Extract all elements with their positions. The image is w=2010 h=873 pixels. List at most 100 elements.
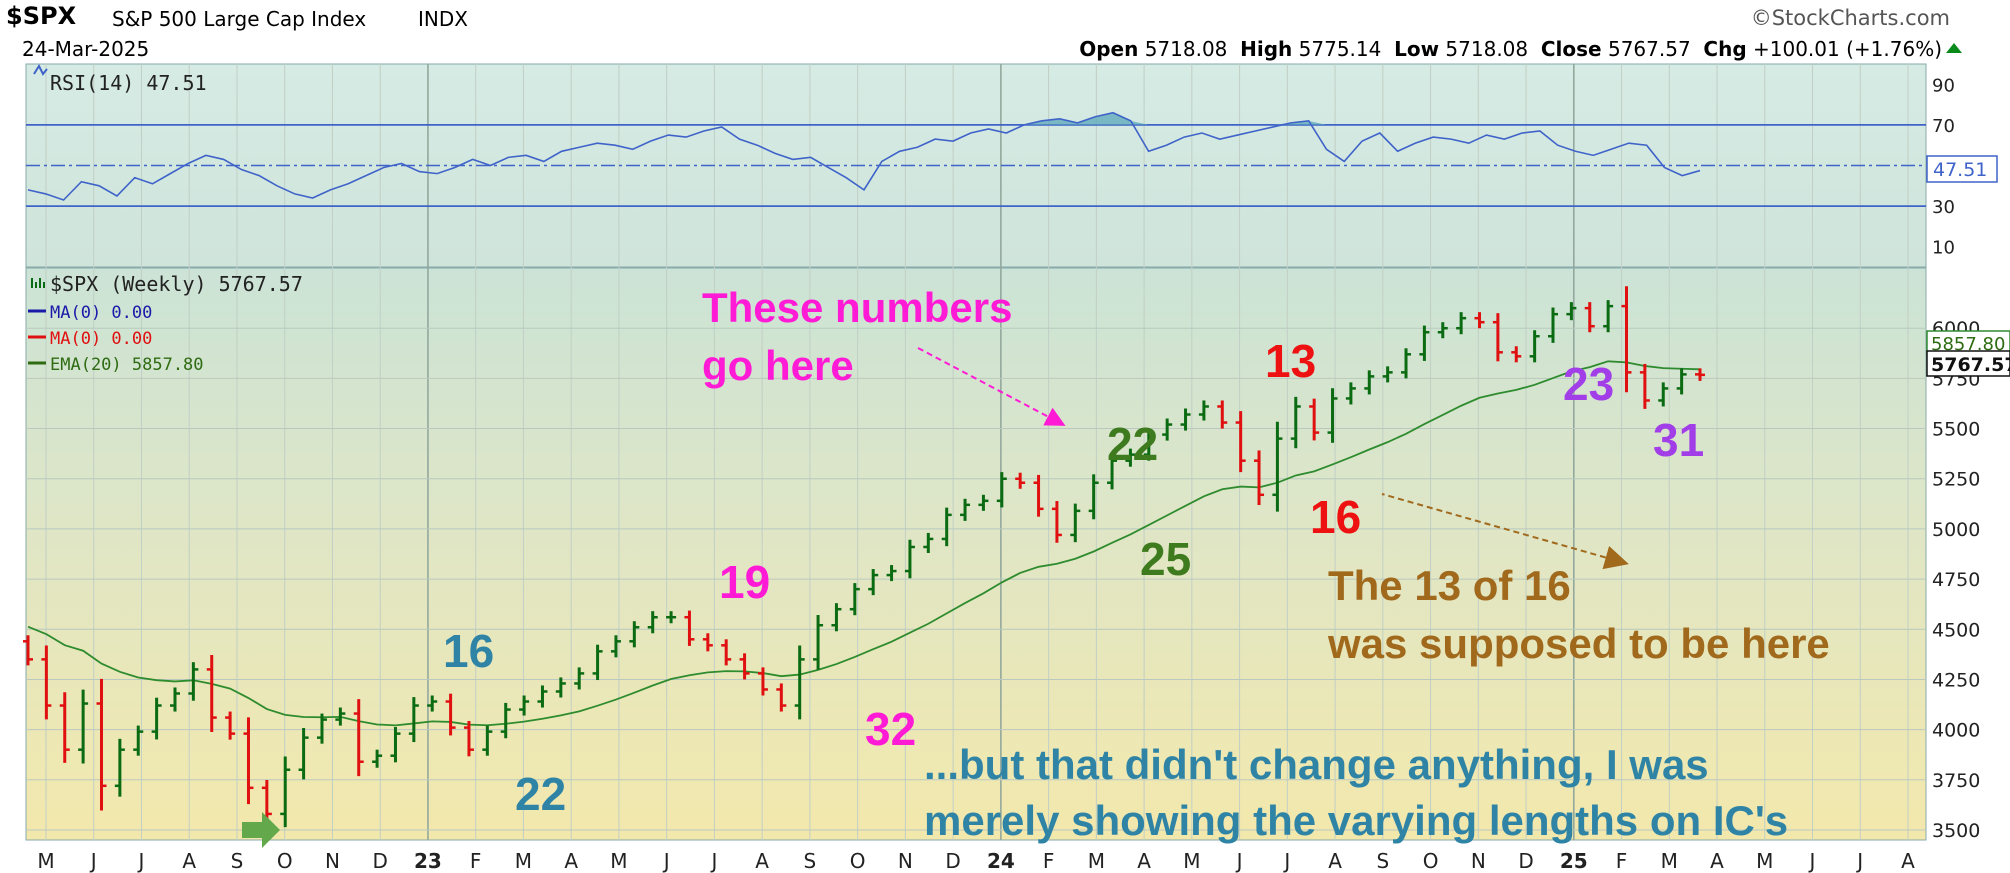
price-bar xyxy=(335,707,346,726)
price-bar xyxy=(868,569,879,596)
price-bar xyxy=(1051,501,1062,543)
note-numbers-line2: go here xyxy=(702,342,854,389)
x-tick: J xyxy=(709,849,717,873)
price-bar xyxy=(463,720,474,757)
price-bar xyxy=(353,699,364,777)
count-16-red-label: 16 xyxy=(1310,491,1361,543)
high-label: High xyxy=(1240,37,1293,61)
price-bar xyxy=(978,494,989,511)
price-bar xyxy=(721,639,732,666)
price-y-tick: 4500 xyxy=(1932,619,1980,641)
price-bar xyxy=(739,653,750,680)
low-label: Low xyxy=(1394,37,1440,61)
price-bar xyxy=(408,697,419,743)
count-32-label: 32 xyxy=(865,703,916,755)
price-bar xyxy=(1548,307,1559,343)
rsi-last-label: 47.51 xyxy=(1933,159,1987,181)
x-tick: A xyxy=(1901,849,1915,873)
price-y-tick: 5250 xyxy=(1932,469,1980,491)
x-tick: N xyxy=(898,849,913,873)
x-tick: S xyxy=(804,849,817,873)
price-bar xyxy=(1217,400,1228,429)
price-y-tick: 5500 xyxy=(1932,419,1980,441)
x-tick: 25 xyxy=(1560,849,1588,873)
x-tick: F xyxy=(1043,849,1055,873)
close-last-box xyxy=(1926,350,2010,377)
x-tick: F xyxy=(470,849,482,873)
up-arrow-icon xyxy=(1946,43,1962,53)
price-bar xyxy=(372,749,383,768)
x-tick: J xyxy=(662,849,670,873)
x-tick: M xyxy=(1088,849,1105,873)
price-bar xyxy=(1162,418,1173,441)
price-bar xyxy=(1345,382,1356,405)
price-bar xyxy=(647,611,658,634)
ohlc-icon xyxy=(31,278,45,288)
price-bar xyxy=(1584,302,1595,333)
exchange-label: INDX xyxy=(418,7,468,31)
rsi-icon xyxy=(33,63,48,76)
brand-watermark: ©StockCharts.com xyxy=(1750,6,1950,30)
price-bar xyxy=(390,727,401,763)
price-bar xyxy=(169,687,180,712)
price-bar xyxy=(960,498,971,521)
low-value: 5718.08 xyxy=(1445,37,1529,61)
x-tick: S xyxy=(231,849,244,873)
price-bar xyxy=(996,472,1007,508)
price-bar xyxy=(1107,454,1118,490)
price-bar xyxy=(96,678,107,811)
x-tick: M xyxy=(1661,849,1678,873)
price-bar xyxy=(188,662,199,701)
price-bar xyxy=(1474,312,1485,329)
price-bar xyxy=(1088,474,1099,520)
price-bar xyxy=(482,725,493,756)
price-bar xyxy=(794,645,805,720)
note-numbers-line1: These numbers xyxy=(702,284,1012,331)
price-bar xyxy=(151,697,162,740)
price-bar xyxy=(757,667,768,696)
price-bar xyxy=(1382,366,1393,383)
x-tick: J xyxy=(1282,849,1290,873)
price-bar xyxy=(500,702,511,739)
price-bar xyxy=(941,507,952,547)
price-bar xyxy=(1309,398,1320,441)
price-bar xyxy=(316,713,327,744)
x-tick: J xyxy=(1808,849,1816,873)
price-y-tick: 3750 xyxy=(1932,770,1980,792)
price-bar xyxy=(1143,428,1154,461)
price-bar xyxy=(243,717,254,805)
chg-value: +100.01 (+1.76%) xyxy=(1753,37,1942,61)
price-bar xyxy=(1695,368,1705,381)
note-13-of-16-line2: was supposed to be here xyxy=(1327,620,1830,667)
x-tick: M xyxy=(1756,849,1773,873)
x-tick: 23 xyxy=(414,849,442,873)
rsi-y-tick: 90 xyxy=(1932,75,1955,96)
price-bar xyxy=(59,692,70,763)
x-tick: J xyxy=(89,849,97,873)
price-bar xyxy=(666,611,677,624)
rsi-y-tick: 30 xyxy=(1932,197,1955,218)
ema-line xyxy=(27,360,1701,727)
open-label: Open xyxy=(1079,37,1139,61)
price-bar xyxy=(592,644,603,681)
count-23-label: 23 xyxy=(1563,358,1614,410)
legend-ma1: MA(0) 0.00 xyxy=(50,303,152,323)
x-tick: M xyxy=(1183,849,1200,873)
annotations: 16 22 19 32 22 25 13 16 23 31 These numb… xyxy=(443,284,1830,844)
price-bar xyxy=(1603,300,1614,333)
ohlc-summary: Open 5718.08 High 5775.14 Low 5718.08 Cl… xyxy=(1079,37,1942,61)
x-tick: M xyxy=(610,849,627,873)
legend-ema: EMA(20) 5857.80 xyxy=(50,355,204,375)
green-arrow-icon xyxy=(242,812,280,848)
price-bar xyxy=(1364,370,1375,395)
vertical-grid xyxy=(45,64,1909,840)
count-13-label: 13 xyxy=(1265,335,1316,387)
close-last-label: 5767.57 xyxy=(1931,354,2010,376)
x-tick: J xyxy=(1855,849,1863,873)
rsi-grid xyxy=(26,124,1926,208)
close-value: 5767.57 xyxy=(1607,37,1691,61)
price-bar xyxy=(1327,388,1338,443)
price-y-tick: 5000 xyxy=(1932,519,1980,541)
price-bar xyxy=(1456,312,1467,335)
